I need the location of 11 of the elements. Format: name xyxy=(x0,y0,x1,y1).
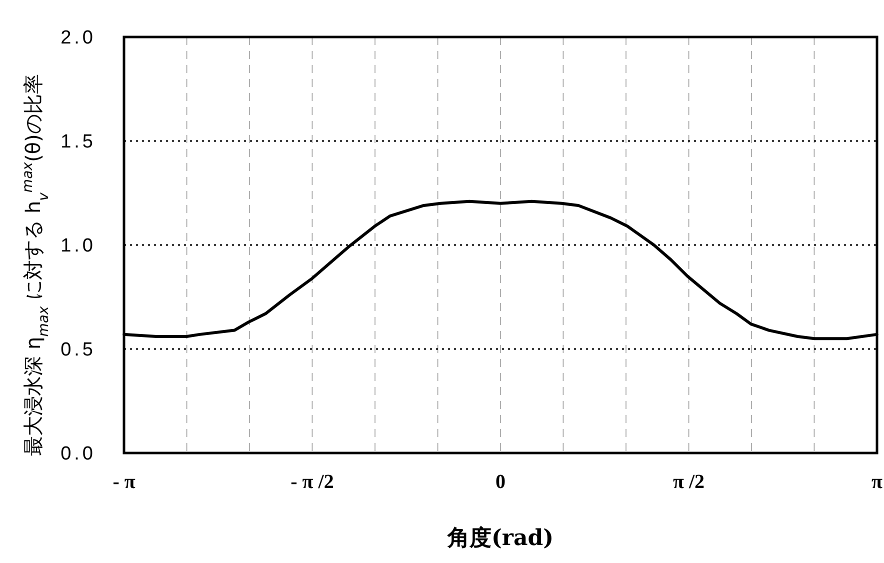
x-tick-label: - π /2 xyxy=(290,471,334,493)
x-tick-label: - π xyxy=(112,471,136,493)
y-tick-label: 0.5 xyxy=(60,340,96,361)
x-tick-label: π xyxy=(872,471,883,493)
y-tick-label: 1.0 xyxy=(60,236,96,257)
y-tick-label: 1.5 xyxy=(60,132,96,153)
x-tick-label: π /2 xyxy=(672,471,705,493)
x-axis-title: 角度(rad) xyxy=(446,525,554,551)
y-tick-label: 2.0 xyxy=(60,28,96,49)
y-tick-label: 0.0 xyxy=(60,444,96,465)
x-tick-label: 0 xyxy=(496,471,506,493)
